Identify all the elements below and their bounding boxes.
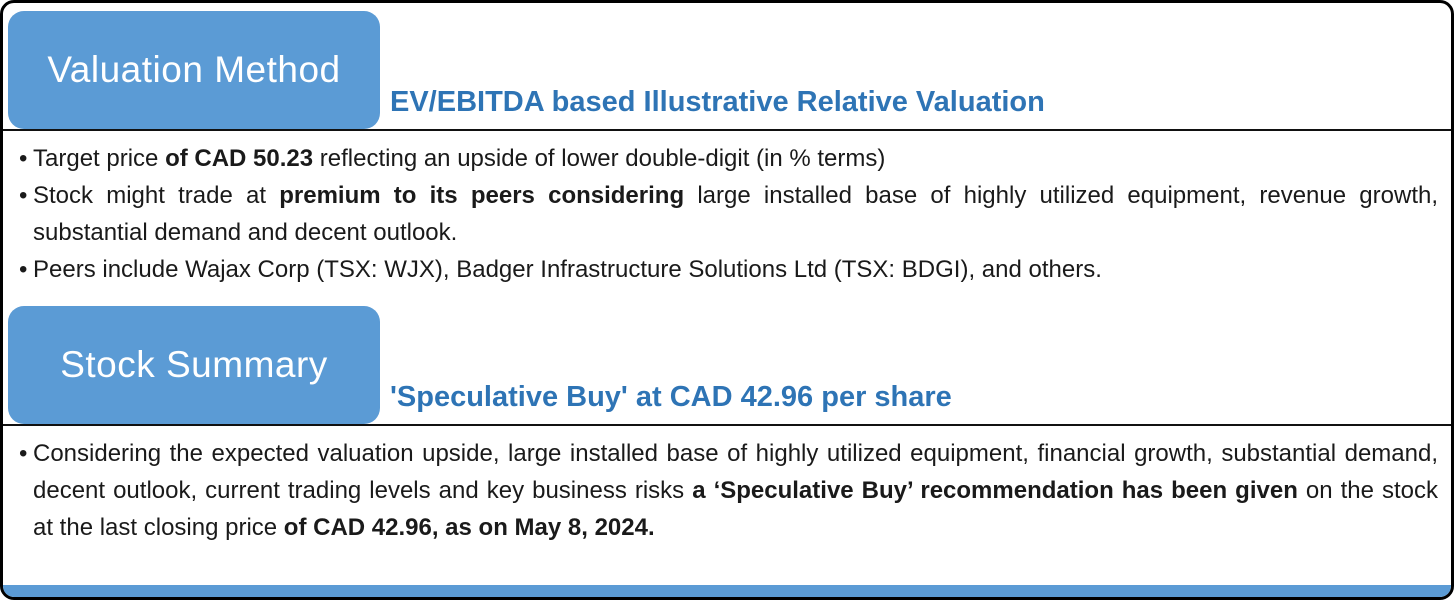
bullet-marker: •	[19, 440, 28, 467]
bullet-marker: •	[19, 256, 28, 283]
stock-summary-tab-label: Stock Summary	[60, 344, 328, 385]
bottom-accent-bar	[3, 585, 1451, 597]
valuation-method-section: Valuation Method EV/EBITDA based Illustr…	[3, 3, 1451, 288]
stock-summary-tab: Stock Summary	[8, 306, 380, 424]
bullet-item: • Target price of CAD 50.23 reflecting an…	[19, 140, 1438, 177]
bullet-item: • Stock might trade at premium to its pee…	[19, 177, 1438, 251]
valuation-method-subtitle: EV/EBITDA based Illustrative Relative Va…	[390, 86, 1045, 118]
bullet-marker: •	[19, 182, 28, 209]
stock-summary-subtitle: 'Speculative Buy' at CAD 42.96 per share	[390, 381, 952, 413]
bullet-marker: •	[19, 145, 28, 172]
stock-summary-bullet-list: • Considering the expected valuation upsi…	[3, 426, 1451, 546]
stock-summary-header-row: Stock Summary 'Speculative Buy' at CAD 4…	[3, 306, 1451, 426]
valuation-method-bullet-list: • Target price of CAD 50.23 reflecting an…	[3, 131, 1451, 288]
bullet-text: Target price of CAD 50.23 reflecting an …	[33, 145, 886, 172]
valuation-method-tab: Valuation Method	[8, 11, 380, 129]
bullet-text: Stock might trade at premium to its peer…	[33, 182, 1439, 246]
bullet-item: • Peers include Wajax Corp (TSX: WJX), Ba…	[19, 251, 1438, 288]
bullet-item: • Considering the expected valuation upsi…	[19, 435, 1438, 546]
stock-summary-section: Stock Summary 'Speculative Buy' at CAD 4…	[3, 306, 1451, 546]
valuation-method-tab-label: Valuation Method	[47, 49, 341, 90]
bullet-text: Peers include Wajax Corp (TSX: WJX), Bad…	[33, 256, 1102, 283]
bullet-text: Considering the expected valuation upsid…	[33, 440, 1439, 541]
valuation-method-header-row: Valuation Method EV/EBITDA based Illustr…	[3, 3, 1451, 131]
